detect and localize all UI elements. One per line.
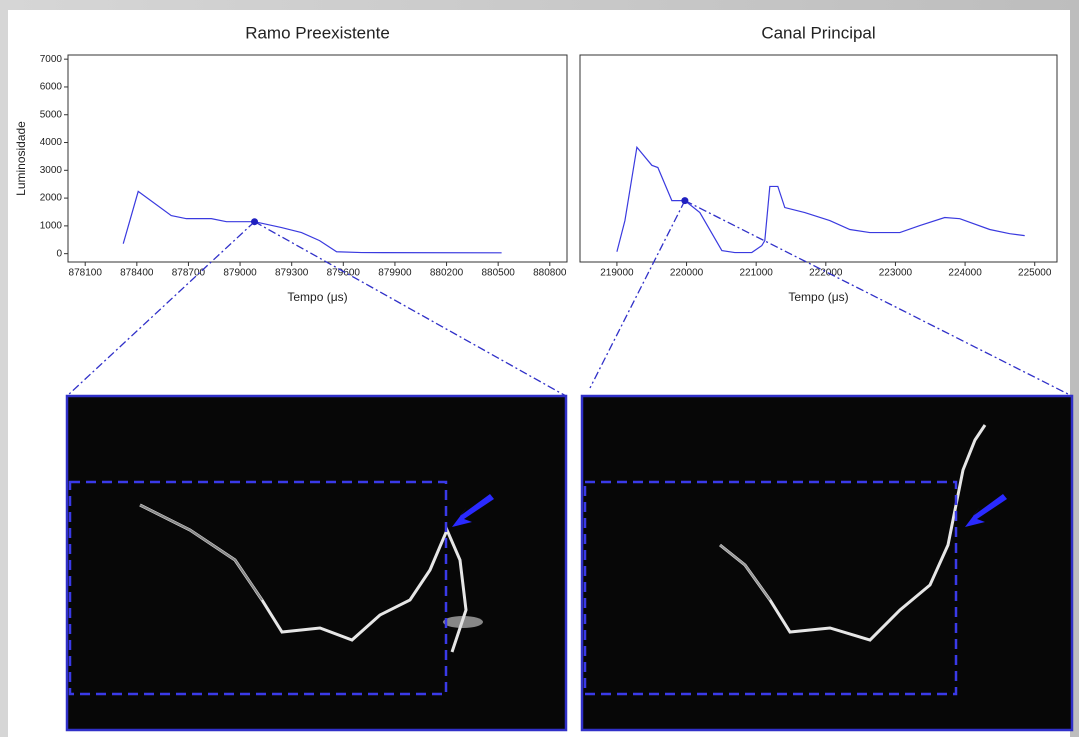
- photo-right: [580, 394, 1074, 732]
- x-tick-label: 880500: [481, 268, 515, 279]
- y-tick-label: 4000: [40, 137, 63, 148]
- chart-title: Ramo Preexistente: [245, 23, 390, 42]
- zoom-line: [254, 221, 567, 397]
- chart-title: Canal Principal: [761, 23, 875, 42]
- x-axis-label: Tempo (μs): [287, 290, 347, 304]
- y-tick-label: 2000: [40, 193, 63, 204]
- y-tick-label: 0: [56, 248, 62, 259]
- y-tick-label: 3000: [40, 165, 63, 176]
- plot-area: [579, 54, 1058, 263]
- x-tick-label: 878400: [120, 268, 154, 279]
- plot-area: [67, 54, 568, 263]
- charts: Ramo Preexistente Tempo (μs) Luminosidade 8…: [14, 23, 1073, 397]
- y-tick-label: 7000: [40, 54, 63, 65]
- x-tick-label: 222000: [809, 268, 843, 279]
- x-tick-label: 879000: [223, 268, 257, 279]
- x-tick-label: 878700: [172, 268, 206, 279]
- x-tick-label: 880800: [533, 268, 567, 279]
- photo-left: [65, 394, 568, 732]
- y-axis-label: Luminosidade: [14, 121, 28, 196]
- x-tick-label: 879900: [378, 268, 412, 279]
- y-tick-label: 6000: [40, 82, 63, 93]
- x-tick-label: 221000: [739, 268, 773, 279]
- series-line: [616, 145, 1025, 254]
- x-tick-label: 220000: [670, 268, 704, 279]
- zoom-line: [66, 221, 255, 397]
- highlight-point: [681, 197, 689, 205]
- highlight-point: [251, 218, 259, 226]
- x-tick-label: 224000: [948, 268, 982, 279]
- x-axis-label: Tempo (μs): [788, 290, 848, 304]
- x-tick-label: 223000: [879, 268, 913, 279]
- x-tick-label: 879300: [275, 268, 309, 279]
- x-tick-label: 879600: [327, 268, 361, 279]
- zoom-line: [589, 200, 686, 389]
- x-tick-label: 878100: [69, 268, 103, 279]
- x-tick-label: 880200: [430, 268, 464, 279]
- y-tick-label: 5000: [40, 109, 63, 120]
- x-tick-label: 225000: [1018, 268, 1052, 279]
- x-tick-label: 219000: [600, 268, 634, 279]
- y-tick-label: 1000: [40, 221, 63, 232]
